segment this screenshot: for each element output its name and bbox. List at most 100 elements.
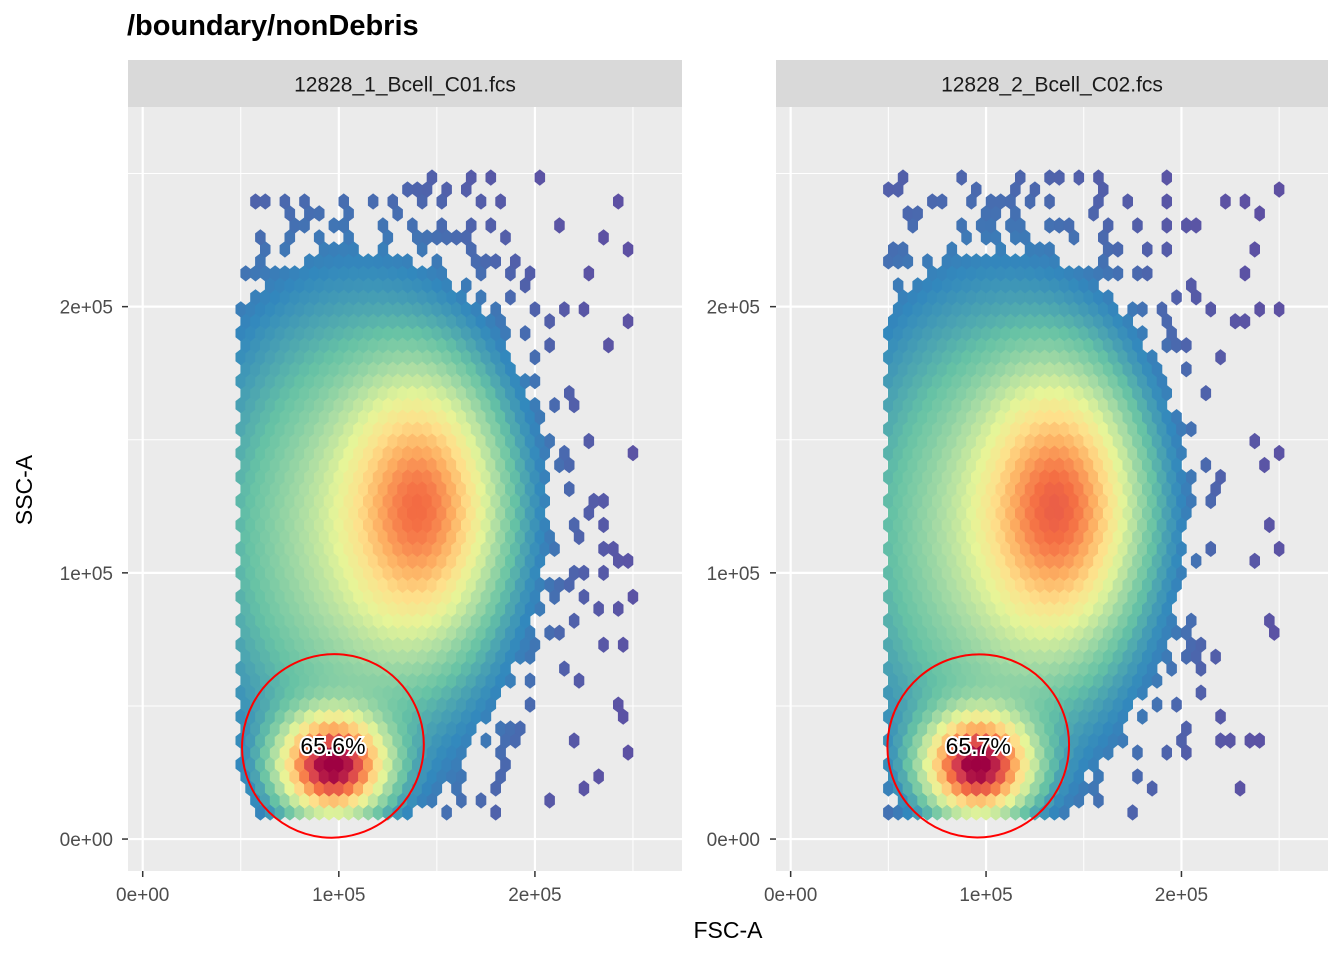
hexbin-cell xyxy=(956,672,967,689)
hexbin-cell xyxy=(1019,349,1031,366)
hexbin-cell xyxy=(912,205,923,222)
hexbin-cell xyxy=(240,456,251,474)
hexbin-cell xyxy=(1068,636,1080,653)
hexbin-cell xyxy=(1015,217,1026,234)
hexbin-cell xyxy=(446,409,457,426)
hexbin-cell xyxy=(902,780,914,797)
hexbin-cell xyxy=(1059,660,1070,677)
hexbin-cell xyxy=(299,744,310,761)
hexbin-cell xyxy=(436,313,447,330)
hexbin-cell xyxy=(250,648,261,665)
hexbin-cell xyxy=(446,289,457,306)
hexbin-cell xyxy=(1132,504,1143,522)
hexbin-cell xyxy=(1122,624,1133,641)
hexbin-cell xyxy=(343,492,354,510)
hexbin-cell xyxy=(412,421,423,438)
hexbin-cell xyxy=(927,504,938,522)
hexbin-cell xyxy=(1161,648,1172,665)
hexbin-cell xyxy=(1249,432,1260,450)
hexbin-cell xyxy=(299,289,310,306)
hexbin-cell xyxy=(975,672,987,689)
hexbin-cell xyxy=(446,720,457,737)
hexbin-cell xyxy=(1039,444,1050,462)
hexbin-cell xyxy=(1151,504,1163,522)
hexbin-cell xyxy=(451,229,462,246)
hexbin-cell xyxy=(397,361,408,378)
hexbin-cell xyxy=(1117,636,1129,653)
hexbin-cell xyxy=(510,636,521,653)
hexbin-cell xyxy=(941,804,953,821)
hexbin-cell xyxy=(1034,528,1045,546)
hexbin-cell xyxy=(1068,612,1080,629)
hexbin-cell xyxy=(1019,588,1031,605)
hexbin-cell xyxy=(274,444,286,462)
hexbin-cell xyxy=(470,397,482,414)
hexbin-cell xyxy=(426,792,438,809)
hexbin-cell xyxy=(1005,600,1016,617)
hexbin-cell xyxy=(1112,313,1124,330)
hexbin-cell xyxy=(255,660,266,677)
hexbin-cell xyxy=(946,768,958,785)
hexbin-cell xyxy=(260,528,271,546)
hexbin-cell xyxy=(304,612,315,629)
hexbin-cell xyxy=(1078,301,1089,318)
hexbin-cell xyxy=(1019,612,1031,629)
hexbin-layer xyxy=(883,169,1285,821)
hexbin-cell xyxy=(951,612,962,629)
hexbin-cell xyxy=(372,636,384,653)
hexbin-cell xyxy=(353,253,364,270)
hexbin-cell xyxy=(897,768,909,785)
hexbin-cell xyxy=(946,528,958,546)
hexbin-cell xyxy=(1005,696,1016,713)
hexbin-cell xyxy=(407,696,418,713)
hexbin-cell xyxy=(1181,624,1192,641)
hexbin-cell xyxy=(461,516,472,534)
hexbin-cell xyxy=(1132,432,1143,450)
hexbin-cell xyxy=(1112,648,1124,665)
hexbin-cell xyxy=(392,612,403,629)
hexbin-cell xyxy=(451,349,462,366)
hexbin-cell xyxy=(475,409,487,426)
hexbin-cell xyxy=(500,612,511,629)
hexbin-cell xyxy=(348,672,359,689)
hexbin-cell xyxy=(284,708,296,725)
hexbin-cell xyxy=(1083,289,1094,306)
hexbin-cell xyxy=(250,313,261,330)
hexbin-cell xyxy=(456,696,467,713)
hexbin-cell xyxy=(264,516,276,534)
hexbin-cell xyxy=(470,325,482,342)
hexbin-cell xyxy=(279,289,291,306)
hexbin-cell xyxy=(1049,636,1060,653)
hexbin-cell xyxy=(1200,385,1212,402)
hexbin-cell xyxy=(932,444,943,462)
hexbin-cell xyxy=(1132,217,1143,234)
hexbin-cell xyxy=(500,349,511,366)
hexbin-cell xyxy=(1151,456,1163,474)
hexbin-cell xyxy=(985,672,997,689)
hexbin-cell xyxy=(524,409,536,426)
hexbin-cell xyxy=(328,792,340,809)
hexbin-cell xyxy=(1234,780,1246,797)
hexbin-cell xyxy=(343,588,354,605)
hexbin-cell xyxy=(490,349,501,366)
hexbin-cell xyxy=(1102,696,1114,713)
hexbin-cell xyxy=(966,456,977,474)
hexbin-cell xyxy=(313,540,325,557)
hexbin-cell xyxy=(343,660,354,677)
hexbin-cell xyxy=(1049,804,1060,821)
hexbin-cell xyxy=(264,660,276,677)
hexbin-cell xyxy=(397,744,408,761)
hexbin-cell xyxy=(1088,277,1099,294)
hexbin-cell xyxy=(1088,588,1099,605)
hexbin-cell xyxy=(274,636,286,653)
hexbin-cell xyxy=(289,528,300,546)
hexbin-cell xyxy=(1044,337,1055,354)
hexbin-cell xyxy=(990,421,1002,438)
hexbin-cell xyxy=(382,564,394,581)
hexbin-cell xyxy=(416,289,428,306)
hexbin-cell xyxy=(299,528,310,546)
hexbin-cell xyxy=(1044,576,1055,593)
hexbin-cell xyxy=(338,313,349,330)
hexbin-cell xyxy=(451,444,462,462)
hexbin-cell xyxy=(519,636,531,653)
